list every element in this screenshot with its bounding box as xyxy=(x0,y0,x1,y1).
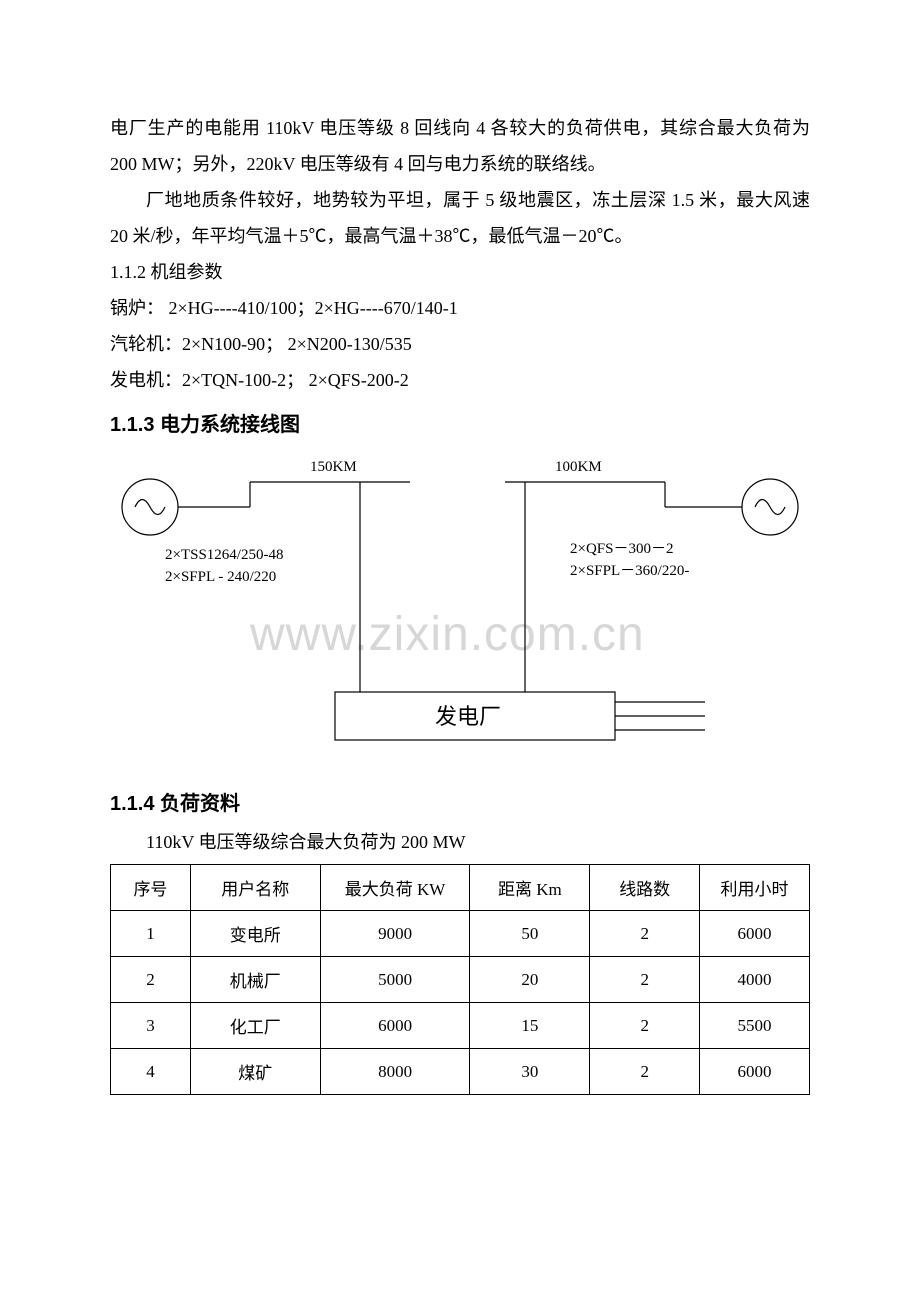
paragraph-2: 厂地地质条件较好，地势较为平坦，属于 5 级地震区，冻土层深 1.5 米，最大风… xyxy=(110,182,810,254)
td: 2 xyxy=(590,1049,700,1095)
td: 5000 xyxy=(320,957,470,1003)
label-distance-left: 150KM xyxy=(310,459,357,476)
td: 机械厂 xyxy=(190,957,320,1003)
label-left-line2: 2×SFPL - 240/220 xyxy=(165,569,276,586)
label-left-line1: 2×TSS1264/250-48 xyxy=(165,547,283,564)
td: 2 xyxy=(590,911,700,957)
th-4: 线路数 xyxy=(590,865,700,911)
td: 15 xyxy=(470,1003,590,1049)
table-caption: 110kV 电压等级综合最大负荷为 200 MW xyxy=(110,824,810,860)
td: 3 xyxy=(111,1003,191,1049)
td: 4000 xyxy=(700,957,810,1003)
subsection-112: 1.1.2 机组参数 xyxy=(110,254,810,290)
td: 30 xyxy=(470,1049,590,1095)
td: 2 xyxy=(590,1003,700,1049)
paragraph-1: 电厂生产的电能用 110kV 电压等级 8 回线向 4 各较大的负荷供电，其综合… xyxy=(110,110,810,182)
th-2: 最大负荷 KW xyxy=(320,865,470,911)
th-0: 序号 xyxy=(111,865,191,911)
heading-113: 1.1.3 电力系统接线图 xyxy=(110,408,810,437)
td: 变电所 xyxy=(190,911,320,957)
load-table: 序号 用户名称 最大负荷 KW 距离 Km 线路数 利用小时 1 变电所 900… xyxy=(110,864,810,1095)
td: 6000 xyxy=(320,1003,470,1049)
td: 化工厂 xyxy=(190,1003,320,1049)
spec-boiler: 锅炉： 2×HG----410/100；2×HG----670/140-1 xyxy=(110,290,810,326)
table-body: 1 变电所 9000 50 2 6000 2 机械厂 5000 20 2 400… xyxy=(111,911,810,1095)
label-right-line1: 2×QFS－300－2 xyxy=(570,537,673,558)
label-plant: 发电厂 xyxy=(435,699,501,731)
td: 2 xyxy=(590,957,700,1003)
td: 6000 xyxy=(700,1049,810,1095)
table-header-row: 序号 用户名称 最大负荷 KW 距离 Km 线路数 利用小时 xyxy=(111,865,810,911)
td: 1 xyxy=(111,911,191,957)
td: 20 xyxy=(470,957,590,1003)
td: 8000 xyxy=(320,1049,470,1095)
table-row: 1 变电所 9000 50 2 6000 xyxy=(111,911,810,957)
table-row: 3 化工厂 6000 15 2 5500 xyxy=(111,1003,810,1049)
td: 4 xyxy=(111,1049,191,1095)
td: 50 xyxy=(470,911,590,957)
spec-turbine: 汽轮机：2×N100-90； 2×N200-130/535 xyxy=(110,326,810,362)
label-distance-right: 100KM xyxy=(555,459,602,476)
td: 9000 xyxy=(320,911,470,957)
th-1: 用户名称 xyxy=(190,865,320,911)
spec-generator: 发电机：2×TQN-100-2； 2×QFS-200-2 xyxy=(110,362,810,398)
td: 5500 xyxy=(700,1003,810,1049)
th-3: 距离 Km xyxy=(470,865,590,911)
table-row: 4 煤矿 8000 30 2 6000 xyxy=(111,1049,810,1095)
heading-114: 1.1.4 负荷资料 xyxy=(110,787,810,816)
th-5: 利用小时 xyxy=(700,865,810,911)
wiring-diagram: www.zixin.com.cn 150KM 100KM 2×TSS1264/2… xyxy=(110,447,810,747)
label-right-line2: 2×SFPL－360/220- xyxy=(570,559,689,580)
table-row: 2 机械厂 5000 20 2 4000 xyxy=(111,957,810,1003)
td: 6000 xyxy=(700,911,810,957)
td: 煤矿 xyxy=(190,1049,320,1095)
td: 2 xyxy=(111,957,191,1003)
